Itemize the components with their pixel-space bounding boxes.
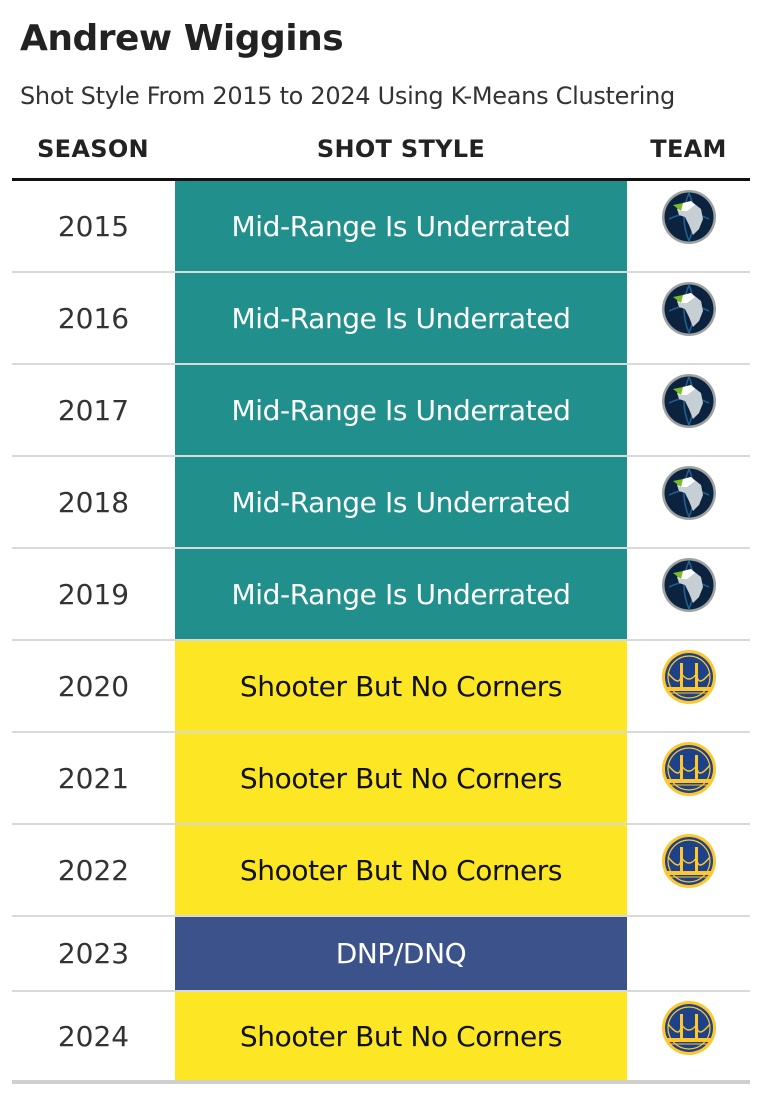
page-title: Andrew Wiggins <box>20 18 344 59</box>
warriors-logo-icon <box>661 650 716 704</box>
shot-style-cell: Shooter But No Corners <box>175 733 627 823</box>
team-cell <box>627 457 750 547</box>
timberwolves-logo-icon <box>661 558 716 612</box>
timberwolves-logo-icon <box>661 282 716 336</box>
season-cell: 2018 <box>57 485 130 519</box>
column-header-shot-style: SHOT STYLE <box>316 135 486 163</box>
season-cell: 2023 <box>57 937 130 970</box>
table-header: SEASON SHOT STYLE TEAM <box>12 130 750 181</box>
table-body: 2015 Mid-Range Is Underrated 2016 Mid-Range… <box>12 181 750 1084</box>
table-row: 2021 Shooter But No Corners <box>12 733 750 825</box>
shot-style-table: SEASON SHOT STYLE TEAM 2015 Mid-Range Is … <box>12 130 750 1084</box>
team-cell <box>627 992 750 1080</box>
table-row: 2023 DNP/DNQ <box>12 917 750 992</box>
shot-style-cell: Mid-Range Is Underrated <box>175 549 627 639</box>
table-row: 2019 Mid-Range Is Underrated <box>12 549 750 641</box>
shot-style-cell: Shooter But No Corners <box>175 641 627 731</box>
shot-style-cell: Mid-Range Is Underrated <box>175 365 627 455</box>
column-header-team: TEAM <box>650 135 727 163</box>
warriors-logo-icon <box>661 834 716 888</box>
season-cell: 2016 <box>57 301 130 335</box>
season-cell: 2019 <box>57 577 130 611</box>
timberwolves-logo-icon <box>661 466 716 520</box>
table-row: 2020 Shooter But No Corners <box>12 641 750 733</box>
table-row: 2016 Mid-Range Is Underrated <box>12 273 750 365</box>
table-row: 2015 Mid-Range Is Underrated <box>12 181 750 273</box>
season-cell: 2024 <box>57 1019 130 1053</box>
team-cell <box>627 365 750 455</box>
season-cell: 2022 <box>57 853 130 887</box>
timberwolves-logo-icon <box>661 190 716 244</box>
season-cell: 2020 <box>57 669 130 703</box>
team-cell <box>627 641 750 731</box>
table-row: 2022 Shooter But No Corners <box>12 825 750 917</box>
warriors-logo-icon <box>661 1001 716 1055</box>
season-cell: 2015 <box>57 209 130 243</box>
team-cell <box>627 733 750 823</box>
team-cell <box>627 825 750 915</box>
shot-style-cell: Mid-Range Is Underrated <box>175 273 627 363</box>
table-row: 2024 Shooter But No Corners <box>12 992 750 1084</box>
table-row: 2017 Mid-Range Is Underrated <box>12 365 750 457</box>
shot-style-cell: Mid-Range Is Underrated <box>175 181 627 271</box>
team-cell <box>627 273 750 363</box>
page-subtitle: Shot Style From 2015 to 2024 Using K-Mea… <box>20 82 675 110</box>
warriors-logo-icon <box>661 742 716 796</box>
team-cell <box>627 181 750 271</box>
shot-style-cell: Mid-Range Is Underrated <box>175 457 627 547</box>
table-row: 2018 Mid-Range Is Underrated <box>12 457 750 549</box>
team-cell <box>627 549 750 639</box>
season-cell: 2021 <box>57 761 130 795</box>
shot-style-cell: Shooter But No Corners <box>175 992 627 1080</box>
team-cell <box>627 917 750 990</box>
column-header-season: SEASON <box>37 135 149 163</box>
timberwolves-logo-icon <box>661 374 716 428</box>
season-cell: 2017 <box>57 393 130 427</box>
shot-style-cell: Shooter But No Corners <box>175 825 627 915</box>
shot-style-cell: DNP/DNQ <box>175 917 627 990</box>
